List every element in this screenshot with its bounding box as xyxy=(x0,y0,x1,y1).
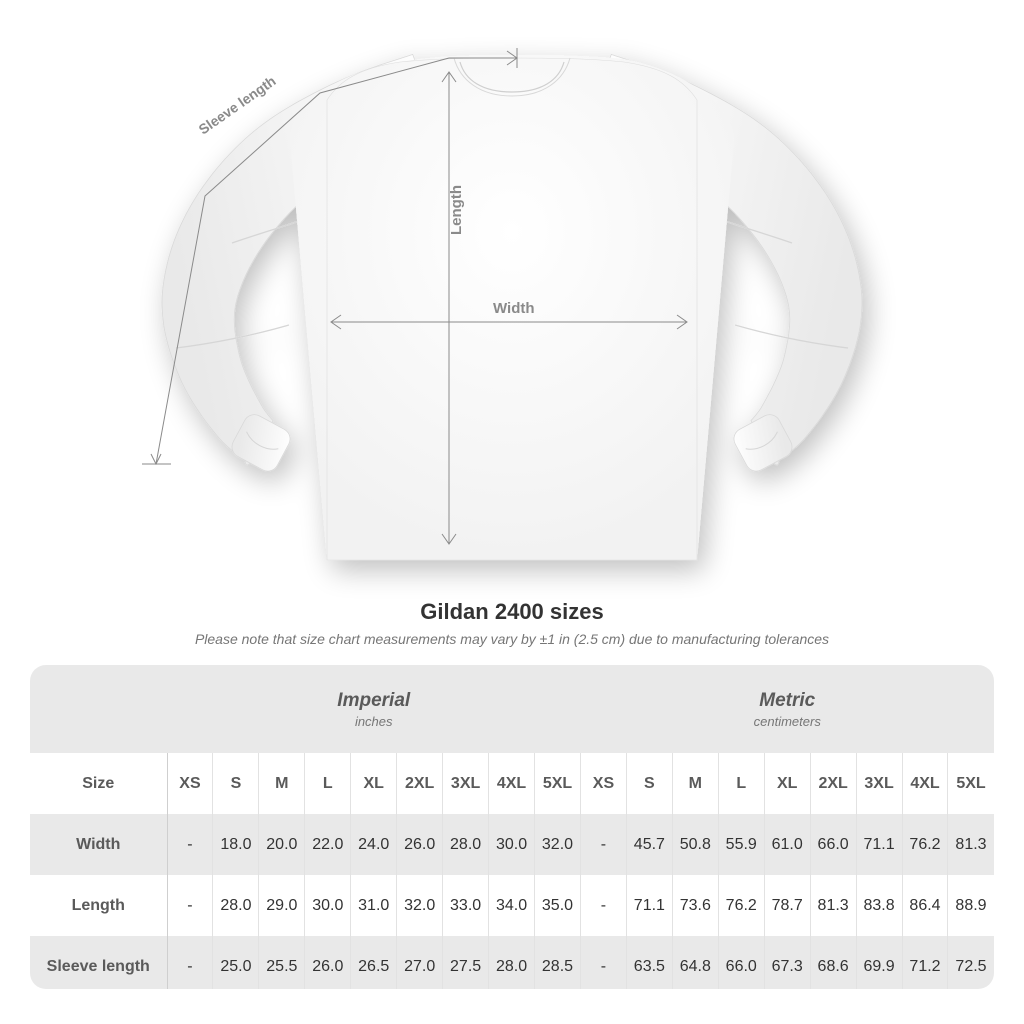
svg-text:Width: Width xyxy=(493,300,535,317)
svg-text:Length: Length xyxy=(448,185,465,235)
